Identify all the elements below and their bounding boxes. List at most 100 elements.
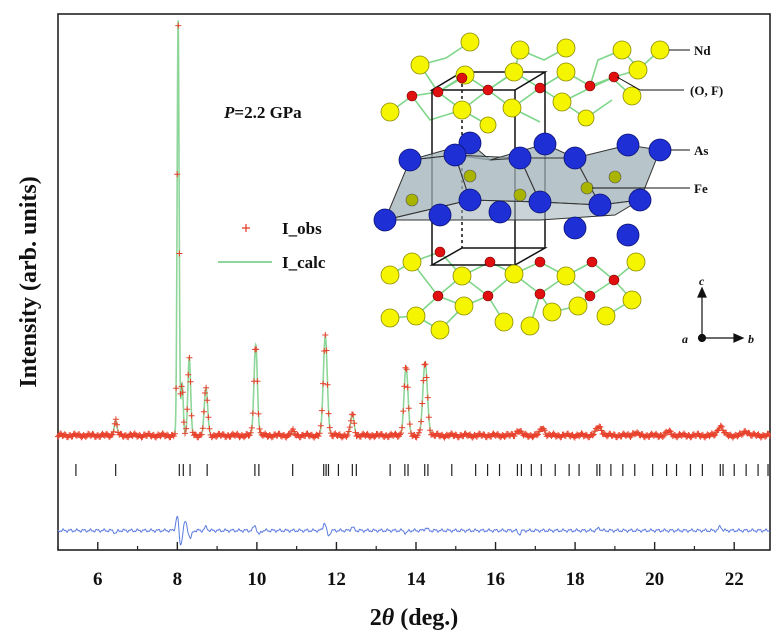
label-leaders	[592, 49, 690, 189]
obs-point	[324, 381, 331, 388]
obs-point	[346, 424, 353, 431]
obs-point	[597, 423, 604, 430]
reflection-ticks	[75, 464, 769, 476]
obs-point	[541, 427, 548, 434]
obs-point	[396, 431, 403, 438]
obs-point	[205, 414, 212, 421]
obs-point	[399, 424, 406, 431]
obs-point	[421, 361, 428, 368]
obs-point	[248, 424, 255, 431]
obs-point	[590, 431, 597, 438]
obs-point	[174, 171, 181, 178]
pressure-annotation: P=2.2 GPa	[223, 103, 302, 122]
obs-point	[82, 434, 89, 440]
legend-obs-label: I_obs	[282, 219, 322, 238]
obs-point	[718, 423, 725, 430]
obs-point	[110, 428, 117, 435]
obs-point	[415, 429, 422, 436]
obs-point	[405, 405, 412, 412]
obs-point	[400, 408, 407, 415]
obs-point	[427, 427, 433, 434]
legend-calc-label: I_calc	[282, 253, 326, 272]
y-axis-title: Intensity (arb. units)	[16, 176, 42, 387]
obs-point	[249, 410, 256, 417]
x-axis-title: 2θ (deg.)	[370, 605, 458, 631]
obs-point	[371, 434, 378, 441]
difference-layer	[57, 515, 770, 546]
obs-point	[738, 431, 745, 438]
obs-point	[316, 430, 323, 437]
obs-point	[322, 332, 329, 338]
x-tick-label: 6	[93, 569, 103, 590]
obs-point	[323, 347, 330, 354]
obs-point	[418, 418, 425, 425]
legend: I_obs I_calc	[218, 219, 326, 272]
obs-layer	[55, 22, 771, 441]
obs-point	[315, 433, 322, 440]
obs-point	[291, 428, 298, 435]
obs-point	[659, 434, 666, 440]
label-nd: Nd	[694, 43, 711, 58]
obs-point	[422, 361, 429, 368]
obs-point	[414, 432, 421, 439]
obs-point	[345, 428, 352, 435]
obs-point	[344, 432, 351, 439]
obs-point	[325, 410, 332, 417]
obs-point	[501, 434, 508, 440]
axis-letter-b: b	[748, 332, 754, 346]
fe-atoms	[405, 169, 622, 207]
obs-point	[114, 421, 120, 428]
obs-point	[204, 397, 211, 404]
obs-point	[198, 431, 205, 438]
x-tick-label: 10	[247, 569, 266, 590]
obs-point	[762, 433, 769, 440]
x-tick-label: 18	[566, 569, 585, 590]
obs-point	[254, 378, 261, 385]
obs-point	[598, 427, 605, 434]
as-atoms	[373, 131, 672, 247]
obs-point	[406, 421, 413, 428]
obs-point	[717, 422, 724, 429]
obs-point	[320, 380, 327, 387]
obs-point	[419, 400, 426, 407]
obs-point	[425, 414, 432, 421]
obs-point	[326, 424, 333, 431]
obs-point	[766, 432, 771, 439]
obs-point	[184, 406, 191, 413]
obs-point	[187, 378, 194, 385]
obs-point	[255, 410, 262, 417]
obs-point	[712, 431, 719, 438]
obs-point	[173, 385, 180, 392]
obs-point	[188, 412, 195, 419]
obs-point	[175, 22, 182, 29]
obs-point	[420, 377, 427, 384]
obs-point	[241, 434, 247, 441]
obs-point	[403, 366, 410, 373]
obs-point	[401, 383, 408, 390]
x-tick-label: 14	[406, 569, 426, 590]
obs-point	[200, 408, 207, 415]
obs-point	[253, 346, 260, 353]
obs-point	[317, 422, 324, 429]
x-ticks: 6 8 10 12 14 16 18 20 22	[57, 542, 744, 590]
legend-obs-marker	[242, 224, 250, 232]
obs-point	[203, 384, 210, 391]
label-fe: Fe	[694, 181, 708, 196]
obs-point	[423, 374, 430, 381]
obs-point	[112, 416, 119, 423]
x-tick-label: 8	[173, 569, 183, 590]
obs-point	[213, 433, 220, 440]
label-as: As	[694, 143, 708, 158]
obs-point	[185, 371, 192, 378]
x-tick-label: 12	[327, 569, 346, 590]
obs-point	[287, 430, 294, 437]
calc-layer	[58, 20, 770, 437]
obs-point	[199, 425, 206, 432]
nd-atoms	[380, 32, 670, 340]
obs-point	[347, 417, 354, 424]
obs-point	[286, 431, 293, 438]
obs-point	[171, 430, 178, 437]
obs-point	[202, 390, 208, 396]
crystal-axes	[697, 286, 745, 343]
